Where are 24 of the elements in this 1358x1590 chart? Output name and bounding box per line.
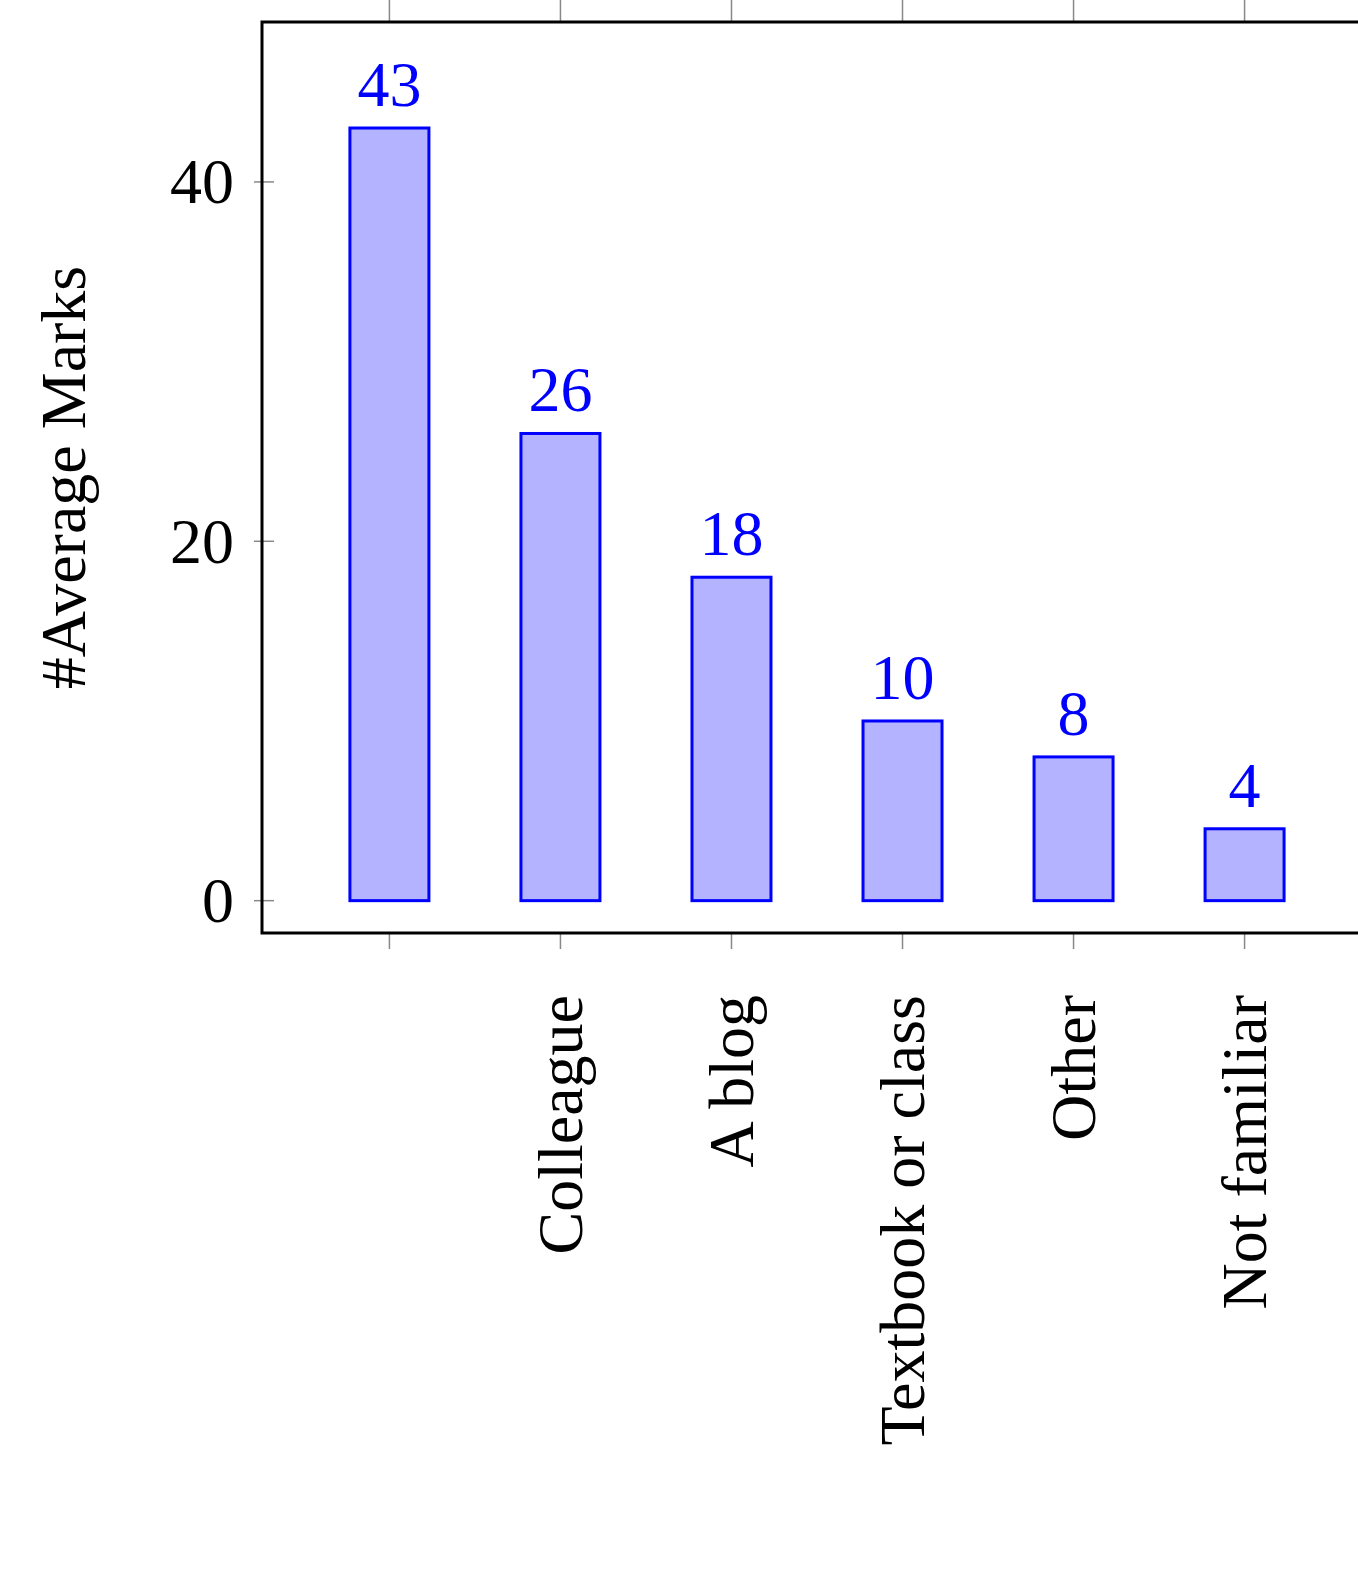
bar	[861, 719, 944, 903]
bar	[690, 575, 773, 903]
bar	[1032, 755, 1115, 903]
y-axis-tick: 40	[170, 146, 275, 218]
x-tick-label: Not familiar	[1209, 995, 1281, 1310]
x-tick-label: Other	[1038, 995, 1110, 1141]
y-tick-label: 40	[170, 146, 234, 218]
data-label: 18	[699, 498, 764, 570]
data-label: 8	[1057, 677, 1090, 749]
x-tick-label: Colleague	[524, 995, 596, 1255]
y-axis-tick: 20	[170, 505, 275, 577]
y-tick-label: 0	[202, 865, 234, 937]
y-axis-title: #Average Marks	[27, 265, 99, 690]
bar	[519, 431, 602, 903]
data-label: 4	[1228, 749, 1261, 821]
data-label: 26	[528, 354, 593, 426]
x-tick-label: A blog	[695, 995, 767, 1168]
y-axis-tick: 0	[202, 865, 275, 937]
y-tick-label: 20	[170, 505, 234, 577]
data-label: 10	[870, 641, 935, 713]
bar	[348, 126, 431, 903]
data-label: 43	[357, 49, 422, 121]
x-tick-label: Textbook or class	[867, 995, 939, 1446]
bar	[1203, 827, 1286, 903]
